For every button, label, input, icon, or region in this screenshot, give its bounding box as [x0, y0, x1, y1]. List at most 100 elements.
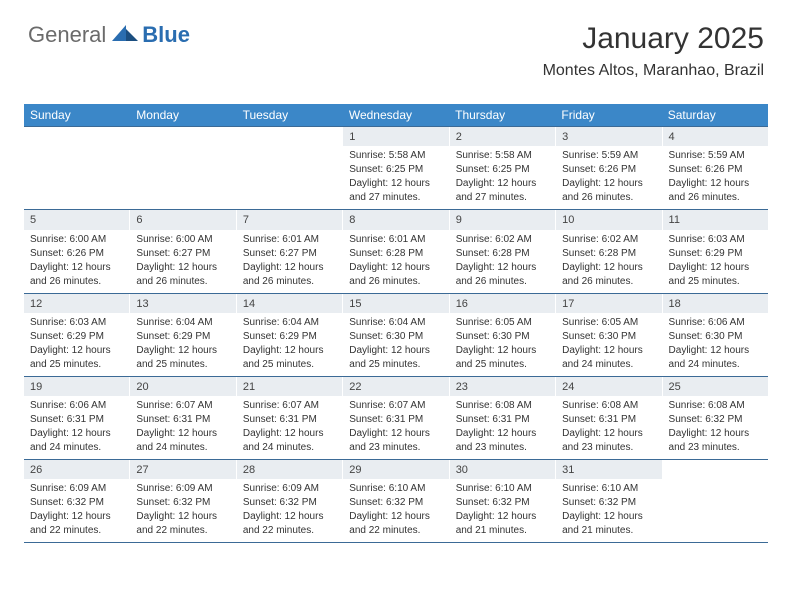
cell-body: Sunrise: 5:58 AMSunset: 6:25 PMDaylight:… — [450, 146, 555, 209]
day-number: 13 — [130, 294, 235, 313]
cell-line-sunrise: Sunrise: 6:08 AM — [669, 399, 762, 412]
cell-line-sunset: Sunset: 6:32 PM — [456, 496, 549, 509]
cell-body: Sunrise: 6:09 AMSunset: 6:32 PMDaylight:… — [24, 479, 129, 542]
day-header-saturday: Saturday — [662, 104, 768, 126]
calendar-cell — [237, 127, 343, 209]
day-number: 20 — [130, 377, 235, 396]
day-header-wednesday: Wednesday — [343, 104, 449, 126]
day-number: 21 — [237, 377, 342, 396]
cell-line-dl2: and 22 minutes. — [30, 524, 123, 537]
cell-line-dl1: Daylight: 12 hours — [562, 510, 655, 523]
cell-line-sunset: Sunset: 6:32 PM — [562, 496, 655, 509]
day-number: 1 — [343, 127, 448, 146]
cell-line-sunset: Sunset: 6:32 PM — [30, 496, 123, 509]
cell-line-sunset: Sunset: 6:31 PM — [136, 413, 229, 426]
cell-line-dl2: and 25 minutes. — [136, 358, 229, 371]
cell-line-sunrise: Sunrise: 6:07 AM — [349, 399, 442, 412]
day-number: 5 — [24, 210, 129, 229]
day-number: 11 — [663, 210, 768, 229]
cell-line-sunset: Sunset: 6:31 PM — [30, 413, 123, 426]
calendar-cell: 24Sunrise: 6:08 AMSunset: 6:31 PMDayligh… — [556, 377, 662, 459]
cell-line-sunset: Sunset: 6:25 PM — [349, 163, 442, 176]
cell-line-sunrise: Sunrise: 6:08 AM — [562, 399, 655, 412]
calendar-cell: 3Sunrise: 5:59 AMSunset: 6:26 PMDaylight… — [556, 127, 662, 209]
cell-line-dl1: Daylight: 12 hours — [349, 510, 442, 523]
cell-line-dl1: Daylight: 12 hours — [349, 177, 442, 190]
calendar-week: 12Sunrise: 6:03 AMSunset: 6:29 PMDayligh… — [24, 293, 768, 376]
cell-line-dl2: and 22 minutes. — [243, 524, 336, 537]
cell-line-sunset: Sunset: 6:26 PM — [30, 247, 123, 260]
cell-line-dl1: Daylight: 12 hours — [243, 261, 336, 274]
cell-line-dl2: and 27 minutes. — [349, 191, 442, 204]
calendar-cell: 7Sunrise: 6:01 AMSunset: 6:27 PMDaylight… — [237, 210, 343, 292]
cell-line-dl1: Daylight: 12 hours — [30, 344, 123, 357]
calendar-cell: 21Sunrise: 6:07 AMSunset: 6:31 PMDayligh… — [237, 377, 343, 459]
day-number — [24, 127, 129, 146]
cell-body: Sunrise: 6:05 AMSunset: 6:30 PMDaylight:… — [556, 313, 661, 376]
day-number: 15 — [343, 294, 448, 313]
cell-line-sunset: Sunset: 6:31 PM — [456, 413, 549, 426]
cell-line-dl1: Daylight: 12 hours — [669, 261, 762, 274]
cell-line-sunrise: Sunrise: 6:10 AM — [456, 482, 549, 495]
day-number: 19 — [24, 377, 129, 396]
cell-line-sunrise: Sunrise: 6:08 AM — [456, 399, 549, 412]
calendar-cell: 27Sunrise: 6:09 AMSunset: 6:32 PMDayligh… — [130, 460, 236, 542]
cell-line-sunrise: Sunrise: 5:59 AM — [669, 149, 762, 162]
cell-line-sunrise: Sunrise: 6:09 AM — [243, 482, 336, 495]
cell-line-dl1: Daylight: 12 hours — [562, 344, 655, 357]
calendar-cell: 29Sunrise: 6:10 AMSunset: 6:32 PMDayligh… — [343, 460, 449, 542]
logo-text-blue: Blue — [142, 22, 190, 48]
cell-line-dl1: Daylight: 12 hours — [30, 427, 123, 440]
cell-body: Sunrise: 6:03 AMSunset: 6:29 PMDaylight:… — [663, 230, 768, 293]
calendar-cell: 10Sunrise: 6:02 AMSunset: 6:28 PMDayligh… — [556, 210, 662, 292]
calendar-cell — [24, 127, 130, 209]
cell-body: Sunrise: 6:07 AMSunset: 6:31 PMDaylight:… — [237, 396, 342, 459]
calendar-cell: 30Sunrise: 6:10 AMSunset: 6:32 PMDayligh… — [450, 460, 556, 542]
cell-line-sunrise: Sunrise: 6:00 AM — [136, 233, 229, 246]
cell-line-sunset: Sunset: 6:30 PM — [456, 330, 549, 343]
cell-line-sunrise: Sunrise: 6:03 AM — [30, 316, 123, 329]
day-number: 14 — [237, 294, 342, 313]
calendar-cell: 14Sunrise: 6:04 AMSunset: 6:29 PMDayligh… — [237, 294, 343, 376]
cell-line-sunset: Sunset: 6:28 PM — [562, 247, 655, 260]
cell-body: Sunrise: 6:03 AMSunset: 6:29 PMDaylight:… — [24, 313, 129, 376]
cell-line-dl1: Daylight: 12 hours — [456, 510, 549, 523]
cell-line-dl2: and 24 minutes. — [243, 441, 336, 454]
cell-line-dl1: Daylight: 12 hours — [30, 261, 123, 274]
cell-line-dl2: and 21 minutes. — [456, 524, 549, 537]
cell-body: Sunrise: 6:08 AMSunset: 6:32 PMDaylight:… — [663, 396, 768, 459]
cell-line-sunset: Sunset: 6:31 PM — [349, 413, 442, 426]
cell-body: Sunrise: 6:07 AMSunset: 6:31 PMDaylight:… — [343, 396, 448, 459]
calendar-week: 19Sunrise: 6:06 AMSunset: 6:31 PMDayligh… — [24, 376, 768, 459]
cell-line-dl2: and 26 minutes. — [30, 275, 123, 288]
cell-line-sunrise: Sunrise: 6:10 AM — [562, 482, 655, 495]
calendar-cell — [130, 127, 236, 209]
calendar-cell: 4Sunrise: 5:59 AMSunset: 6:26 PMDaylight… — [663, 127, 768, 209]
cell-line-sunset: Sunset: 6:31 PM — [562, 413, 655, 426]
cell-line-dl2: and 26 minutes. — [243, 275, 336, 288]
cell-line-sunset: Sunset: 6:26 PM — [669, 163, 762, 176]
cell-body: Sunrise: 6:07 AMSunset: 6:31 PMDaylight:… — [130, 396, 235, 459]
cell-line-sunrise: Sunrise: 6:07 AM — [243, 399, 336, 412]
calendar-cell: 28Sunrise: 6:09 AMSunset: 6:32 PMDayligh… — [237, 460, 343, 542]
calendar-cell: 16Sunrise: 6:05 AMSunset: 6:30 PMDayligh… — [450, 294, 556, 376]
page-subtitle: Montes Altos, Maranhao, Brazil — [543, 62, 764, 80]
calendar-cell: 22Sunrise: 6:07 AMSunset: 6:31 PMDayligh… — [343, 377, 449, 459]
cell-line-dl2: and 23 minutes. — [456, 441, 549, 454]
day-number — [237, 127, 342, 146]
cell-line-dl1: Daylight: 12 hours — [136, 261, 229, 274]
cell-line-dl2: and 25 minutes. — [243, 358, 336, 371]
cell-line-sunset: Sunset: 6:29 PM — [669, 247, 762, 260]
day-number: 3 — [556, 127, 661, 146]
cell-line-dl1: Daylight: 12 hours — [349, 261, 442, 274]
day-number: 22 — [343, 377, 448, 396]
cell-line-sunrise: Sunrise: 6:00 AM — [30, 233, 123, 246]
calendar-cell: 20Sunrise: 6:07 AMSunset: 6:31 PMDayligh… — [130, 377, 236, 459]
calendar-cell: 8Sunrise: 6:01 AMSunset: 6:28 PMDaylight… — [343, 210, 449, 292]
cell-line-sunset: Sunset: 6:29 PM — [30, 330, 123, 343]
calendar-cell: 6Sunrise: 6:00 AMSunset: 6:27 PMDaylight… — [130, 210, 236, 292]
cell-line-sunset: Sunset: 6:27 PM — [136, 247, 229, 260]
cell-line-sunrise: Sunrise: 6:05 AM — [456, 316, 549, 329]
cell-line-sunrise: Sunrise: 6:02 AM — [562, 233, 655, 246]
day-number: 7 — [237, 210, 342, 229]
